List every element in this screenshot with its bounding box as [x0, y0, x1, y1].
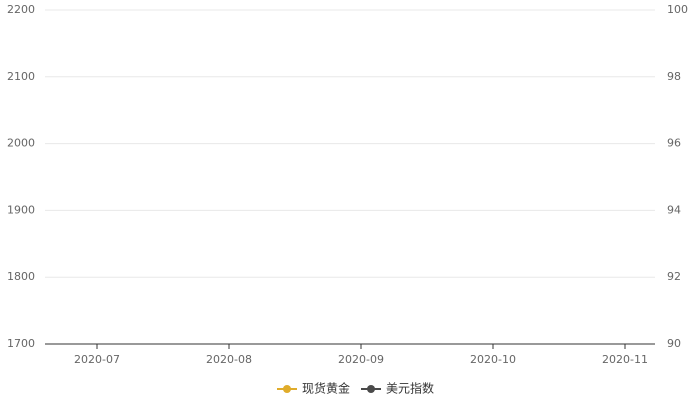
- x-tick-label: 2020-10: [470, 353, 516, 366]
- x-tick-label: 2020-09: [338, 353, 384, 366]
- y-tick-label: 2100: [7, 70, 35, 83]
- y-tick-label: 1900: [7, 203, 35, 216]
- x-tick-label: 2020-08: [206, 353, 252, 366]
- y2-tick-label: 94: [667, 203, 681, 216]
- y-tick-label: 2000: [7, 137, 35, 150]
- y-tick-label: 1700: [7, 337, 35, 350]
- legend-item[interactable]: 现货黄金: [277, 381, 350, 396]
- legend-item[interactable]: 美元指数: [361, 381, 434, 396]
- y2-tick-label: 92: [667, 270, 681, 283]
- y2-tick-label: 98: [667, 70, 681, 83]
- y-tick-label: 1800: [7, 270, 35, 283]
- y2-tick-label: 90: [667, 337, 681, 350]
- legend-label: 现货黄金: [302, 381, 350, 396]
- y2-tick-label: 96: [667, 137, 681, 150]
- legend-marker: [367, 385, 375, 393]
- y2-tick-label: 100: [667, 3, 688, 16]
- x-tick-label: 2020-07: [74, 353, 120, 366]
- y-tick-label: 2200: [7, 3, 35, 16]
- legend-label: 美元指数: [386, 381, 434, 396]
- legend-marker: [283, 385, 291, 393]
- x-tick-label: 2020-11: [602, 353, 648, 366]
